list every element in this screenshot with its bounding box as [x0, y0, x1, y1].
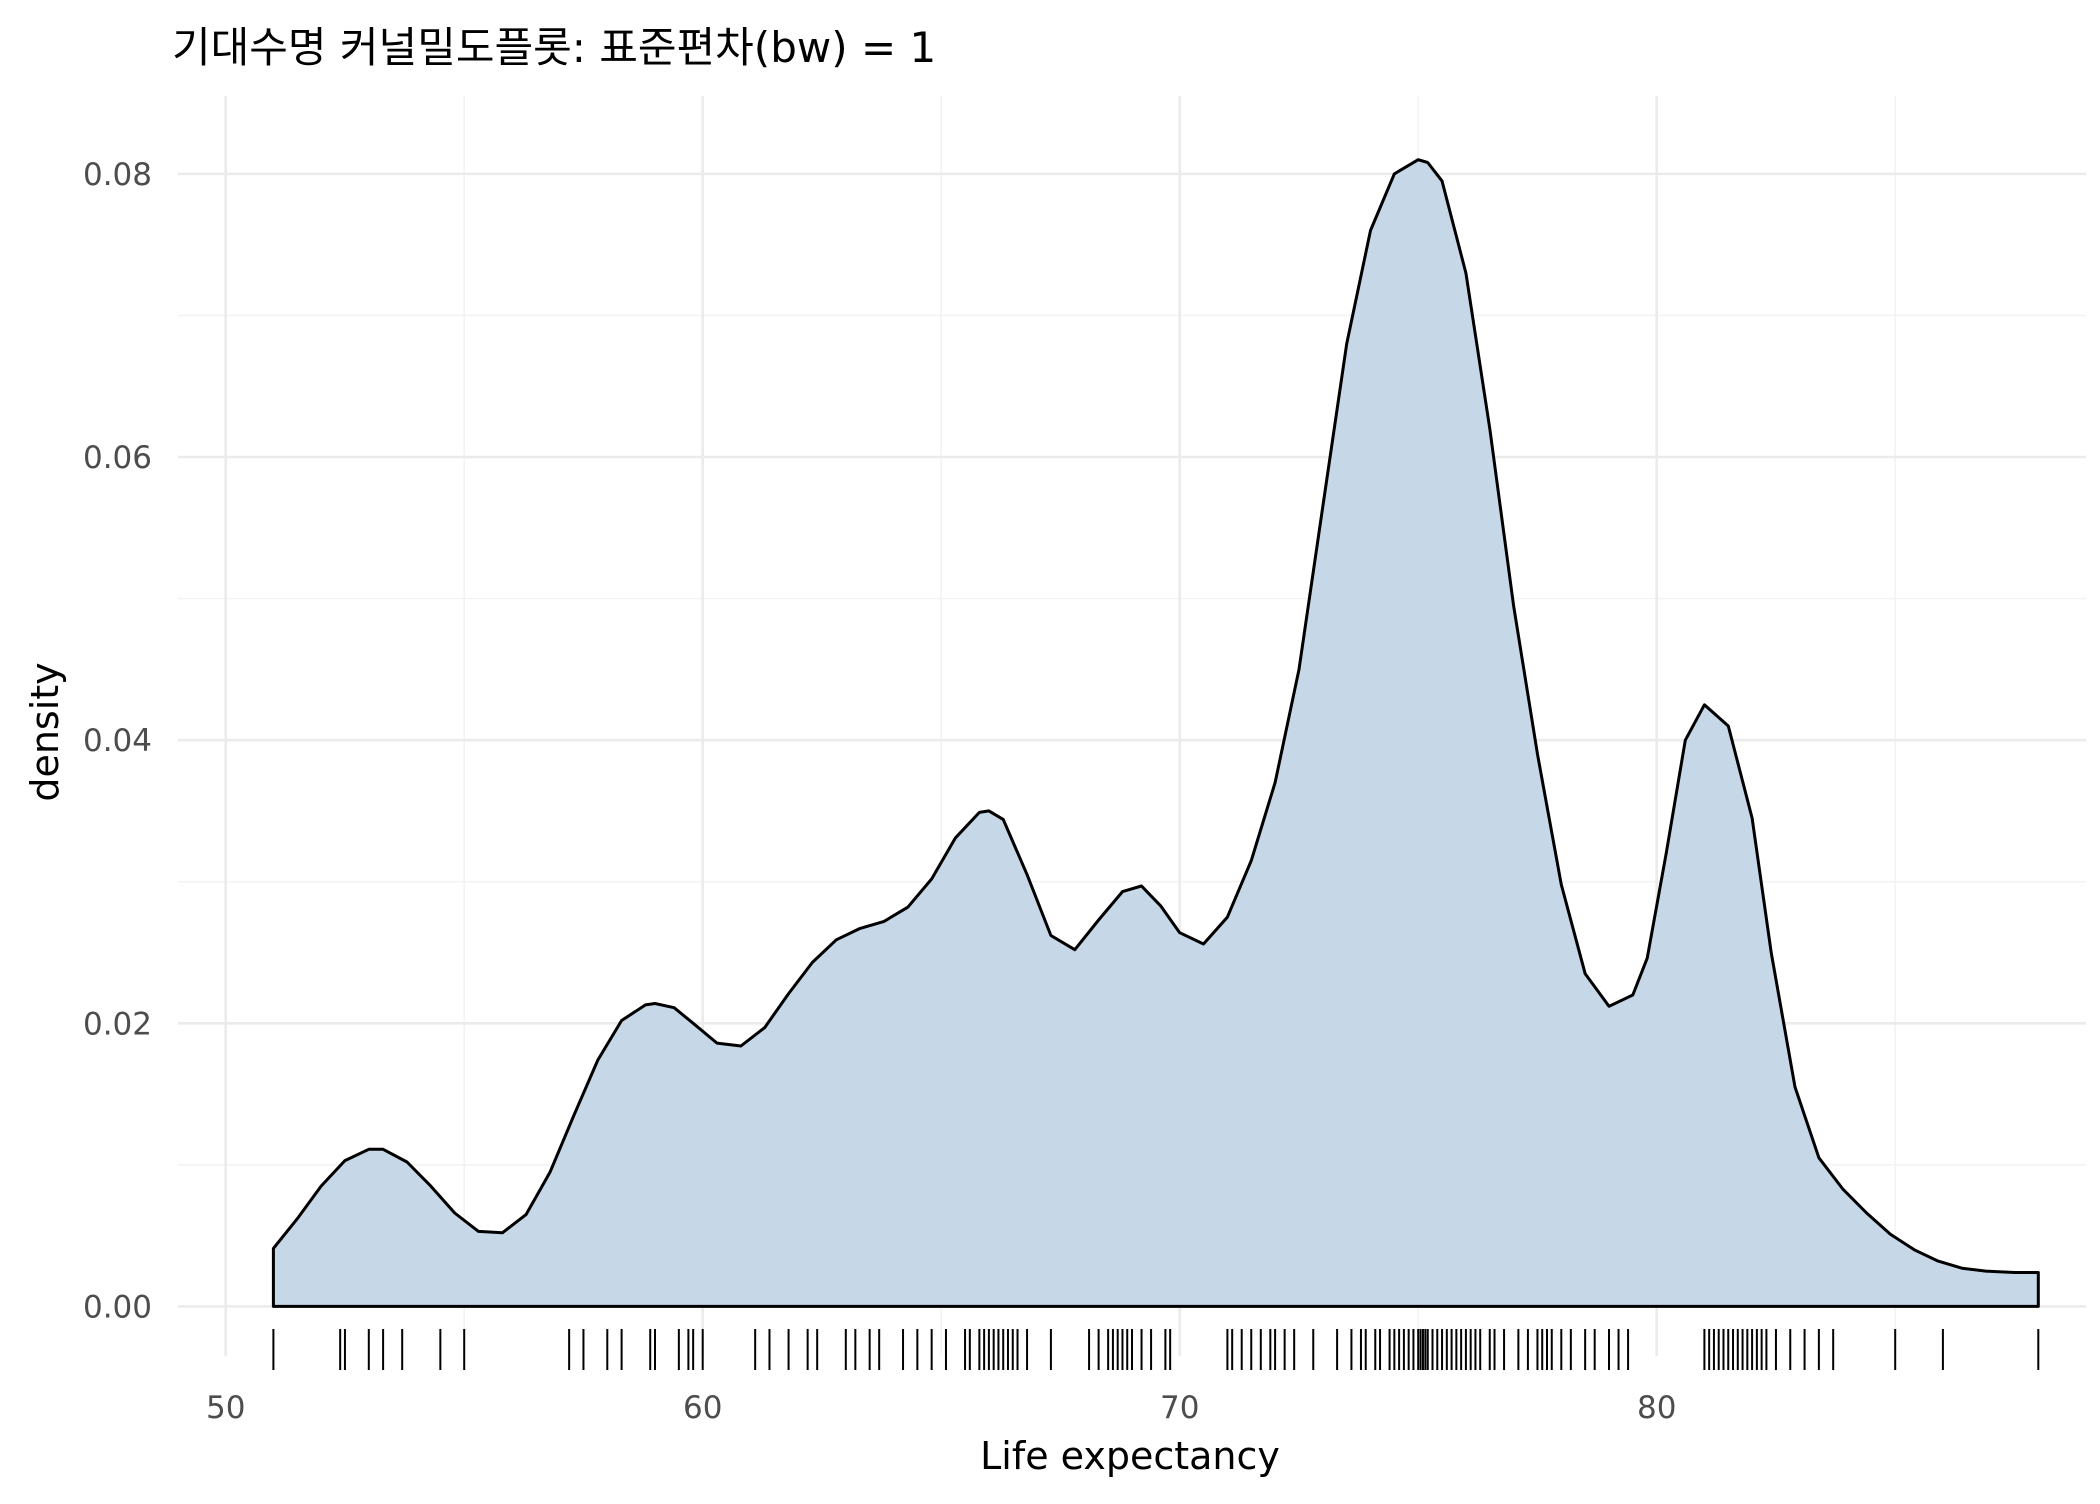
density-area-group: [271, 158, 2040, 1308]
y-tick-label: 0.06: [83, 440, 152, 476]
y-tick-label: 0.08: [83, 157, 152, 193]
x-tick-label: 70: [1160, 1390, 1199, 1426]
y-tick-label: 0.00: [83, 1289, 152, 1325]
rug-marks: [272, 1329, 2040, 1370]
x-tick-label: 50: [206, 1390, 245, 1426]
chart-title: 기대수명 커널밀도플롯: 표준편차(bw) = 1: [172, 23, 936, 72]
y-tick-label: 0.04: [83, 723, 152, 759]
x-axis-title: Life expectancy: [980, 1434, 1280, 1478]
x-tick-label: 80: [1637, 1390, 1676, 1426]
y-tick-label: 0.02: [83, 1006, 152, 1042]
x-tick-label: 60: [683, 1390, 722, 1426]
density-area: [271, 158, 2040, 1308]
y-axis-title: density: [23, 662, 67, 801]
tick-labels: 50 60 70 80 0.00 0.02 0.04 0.06 0.08: [83, 157, 1676, 1426]
